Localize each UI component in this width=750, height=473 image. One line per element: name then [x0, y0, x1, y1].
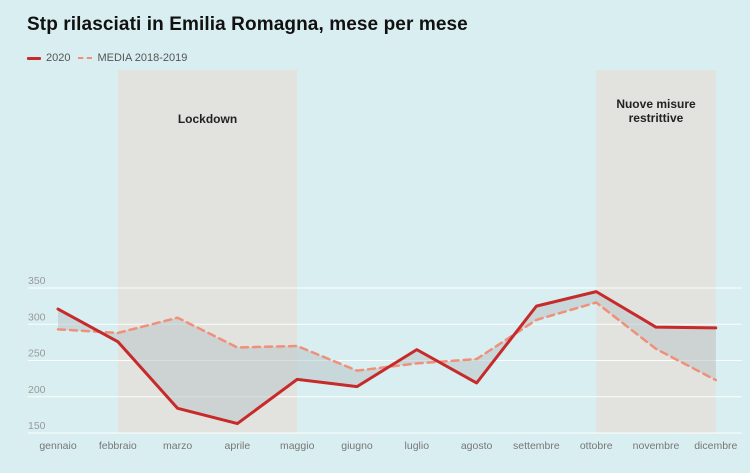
- x-tick-label-gennaio: gennaio: [39, 440, 77, 452]
- x-tick-label-maggio: maggio: [280, 440, 315, 452]
- x-tick-label-aprile: aprile: [225, 440, 251, 452]
- x-tick-label-dicembre: dicembre: [694, 440, 737, 452]
- chart-title: Stp rilasciati in Emilia Romagna, mese p…: [27, 14, 468, 35]
- annotation-band-1: [596, 70, 716, 433]
- y-tick-label-300: 300: [28, 311, 46, 323]
- x-tick-label-settembre: settembre: [513, 440, 560, 452]
- series-line-2020: [56, 290, 718, 426]
- annotation-label-0-0: Lockdown: [178, 112, 237, 126]
- area-between-series: [58, 291, 716, 424]
- legend-label-2020: 2020: [46, 52, 71, 64]
- legend-swatch-2020: [27, 56, 41, 60]
- x-tick-label-marzo: marzo: [163, 440, 192, 452]
- legend-item-2020: 2020: [27, 52, 70, 64]
- x-tick-label-febbraio: febbraio: [99, 440, 137, 452]
- x-tick-label-giugno: giugno: [341, 440, 373, 452]
- x-tick-label-ottobre: ottobre: [580, 440, 613, 452]
- x-tick-label-luglio: luglio: [405, 440, 430, 452]
- annotation-label-1-0: Nuove misure: [616, 97, 696, 111]
- y-tick-label-350: 350: [28, 275, 46, 287]
- y-tick-label-200: 200: [28, 384, 46, 396]
- x-tick-label-agosto: agosto: [461, 440, 493, 452]
- x-tick-label-novembre: novembre: [633, 440, 680, 452]
- annotation-label-1-1: restrittive: [629, 111, 684, 125]
- y-tick-label-150: 150: [28, 420, 46, 432]
- y-tick-label-250: 250: [28, 348, 46, 360]
- legend-swatch-media: [78, 57, 93, 59]
- legend-item-media: MEDIA 2018-2019: [78, 52, 187, 64]
- chart-legend: 2020 MEDIA 2018-2019: [27, 52, 195, 64]
- legend-label-media: MEDIA 2018-2019: [97, 52, 188, 64]
